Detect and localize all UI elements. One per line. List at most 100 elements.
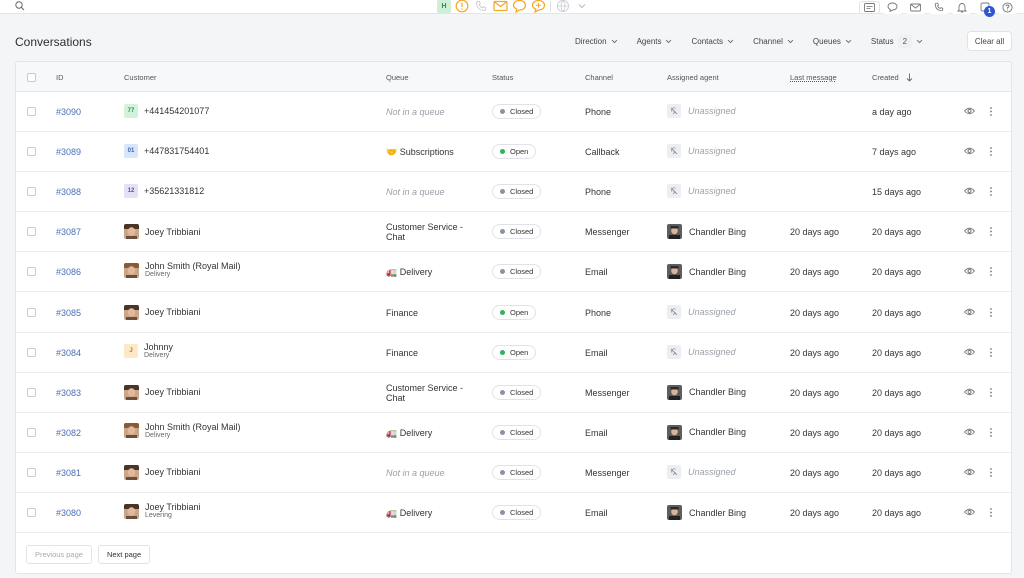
row-checkbox[interactable] <box>27 508 36 517</box>
more-options-icon[interactable] <box>989 226 993 237</box>
column-header-channel[interactable]: Channel <box>585 73 613 82</box>
more-options-icon[interactable] <box>989 106 993 117</box>
filter-direction[interactable]: Direction <box>575 37 618 46</box>
eye-icon[interactable] <box>964 107 975 115</box>
select-all-checkbox[interactable] <box>27 73 36 82</box>
eye-icon[interactable] <box>964 147 975 155</box>
globe-icon[interactable] <box>555 0 571 13</box>
more-options-icon[interactable] <box>989 507 993 518</box>
card-icon[interactable] <box>859 0 880 14</box>
assigned-agent-cell[interactable]: Unassigned <box>667 184 736 199</box>
eye-icon[interactable] <box>964 428 975 436</box>
row-checkbox[interactable] <box>27 267 36 277</box>
previous-page-button[interactable]: Previous page <box>26 545 92 564</box>
conversation-id-link[interactable]: #3083 <box>56 387 82 398</box>
table-row[interactable]: #3082 John Smith (Royal Mail) Delivery 🚛 De… <box>16 413 1011 453</box>
more-options-icon[interactable] <box>989 347 993 358</box>
table-row[interactable]: #3084 J Johnny Delivery Finance Open Email Unas… <box>16 333 1011 373</box>
conversation-id-link[interactable]: #3081 <box>56 467 82 478</box>
assigned-agent-cell[interactable]: Chandler Bing <box>667 384 746 400</box>
search-icon[interactable] <box>13 0 27 12</box>
conversation-id-link[interactable]: #3084 <box>56 347 82 358</box>
column-header-last-message[interactable]: Last message <box>790 73 837 82</box>
eye-icon[interactable] <box>964 388 975 396</box>
customer-cell[interactable]: 77 +441454201077 <box>124 104 209 118</box>
filter-status[interactable]: Status 2 <box>871 34 923 48</box>
next-page-button[interactable]: Next page <box>97 545 151 564</box>
table-row[interactable]: #3080 Joey Tribbiani Levering 🚛 Delivery Clo… <box>16 493 1011 533</box>
eye-icon[interactable] <box>964 348 975 356</box>
column-header-status[interactable]: Status <box>492 73 514 82</box>
conversation-id-link[interactable]: #3082 <box>56 427 82 438</box>
table-row[interactable]: #3085 Joey Tribbiani Finance Open Phone Unass… <box>16 293 1011 333</box>
conversation-id-link[interactable]: #3086 <box>56 267 82 278</box>
conversation-id-link[interactable]: #3080 <box>56 508 82 518</box>
eye-icon[interactable] <box>964 267 975 275</box>
customer-cell[interactable]: John Smith (Royal Mail) Delivery <box>124 261 241 279</box>
assigned-agent-cell[interactable]: Chandler Bing <box>667 424 746 440</box>
conversation-id-link[interactable]: #3085 <box>56 307 82 318</box>
assigned-agent-cell[interactable]: Unassigned <box>667 104 736 118</box>
column-header-queue[interactable]: Queue <box>386 73 409 82</box>
more-options-icon[interactable] <box>989 427 993 438</box>
conversation-id-link[interactable]: #3088 <box>56 187 82 198</box>
customer-cell[interactable]: 01 +447831754401 <box>124 144 209 159</box>
mail-icon[interactable] <box>905 0 926 14</box>
filter-queues[interactable]: Queues <box>813 37 852 46</box>
chat-icon[interactable] <box>882 0 903 14</box>
chevron-down-icon[interactable] <box>574 0 590 13</box>
row-checkbox[interactable] <box>27 387 36 397</box>
phone-icon[interactable] <box>928 0 949 14</box>
conversation-id-link[interactable]: #3087 <box>56 227 82 238</box>
assigned-agent-cell[interactable]: Unassigned <box>667 344 736 359</box>
row-checkbox[interactable] <box>27 427 36 437</box>
phone-icon[interactable] <box>473 0 489 13</box>
customer-cell[interactable]: Joey Tribbiani <box>124 464 201 480</box>
bell-icon[interactable] <box>951 0 972 14</box>
more-options-icon[interactable] <box>989 307 993 318</box>
table-row[interactable]: #3090 77 +441454201077 Not in a queue Closed… <box>16 92 1011 132</box>
row-checkbox[interactable] <box>27 187 36 197</box>
eye-icon[interactable] <box>964 308 975 316</box>
column-header-created[interactable]: Created <box>872 73 899 82</box>
table-row[interactable]: #3083 Joey Tribbiani Customer Service - Ch… <box>16 373 1011 413</box>
table-row[interactable]: #3081 Joey Tribbiani Not in a queue Closed M… <box>16 453 1011 493</box>
eye-icon[interactable] <box>964 227 975 235</box>
customer-cell[interactable]: J Johnny Delivery <box>124 342 173 360</box>
help-icon[interactable] <box>997 0 1018 14</box>
more-options-icon[interactable] <box>989 146 993 157</box>
more-options-icon[interactable] <box>989 467 993 478</box>
assigned-agent-cell[interactable]: Unassigned <box>667 144 736 159</box>
sort-descending-icon[interactable] <box>906 73 913 82</box>
table-row[interactable]: #3086 John Smith (Royal Mail) Delivery 🚛 De… <box>16 252 1011 293</box>
row-checkbox[interactable] <box>27 347 36 357</box>
chat-icon[interactable] <box>511 0 527 13</box>
eye-icon[interactable] <box>964 187 975 195</box>
row-checkbox[interactable] <box>27 147 36 157</box>
column-header-customer[interactable]: Customer <box>124 73 157 82</box>
more-options-icon[interactable] <box>989 387 993 398</box>
more-options-icon[interactable] <box>989 186 993 197</box>
customer-cell[interactable]: Joey Tribbiani <box>124 304 201 320</box>
filter-agents[interactable]: Agents <box>637 37 673 46</box>
assigned-agent-cell[interactable]: Unassigned <box>667 464 736 479</box>
row-checkbox[interactable] <box>27 467 36 477</box>
status-indicator[interactable]: H <box>437 0 451 13</box>
mail-icon[interactable] <box>492 0 508 13</box>
eye-icon[interactable] <box>964 508 975 516</box>
table-row[interactable]: #3088 12 +35621331812 Not in a queue Closed P… <box>16 172 1011 213</box>
filter-contacts[interactable]: Contacts <box>691 37 734 46</box>
row-checkbox[interactable] <box>27 227 36 237</box>
eye-icon[interactable] <box>964 468 975 476</box>
more-options-icon[interactable] <box>989 266 993 277</box>
clear-all-button[interactable]: Clear all <box>967 31 1012 51</box>
table-row[interactable]: #3089 01 +447831754401 🤝 Subscriptions Open C… <box>16 132 1011 173</box>
assigned-agent-cell[interactable]: Unassigned <box>667 304 736 319</box>
assigned-agent-cell[interactable]: Chandler Bing <box>667 264 746 280</box>
conversation-id-link[interactable]: #3089 <box>56 147 82 158</box>
column-header-id[interactable]: ID <box>56 73 64 82</box>
filter-channel[interactable]: Channel <box>753 37 794 46</box>
customer-cell[interactable]: John Smith (Royal Mail) Delivery <box>124 422 241 440</box>
assigned-agent-cell[interactable]: Chandler Bing <box>667 224 746 240</box>
notification-icon[interactable]: 1 <box>974 0 995 17</box>
